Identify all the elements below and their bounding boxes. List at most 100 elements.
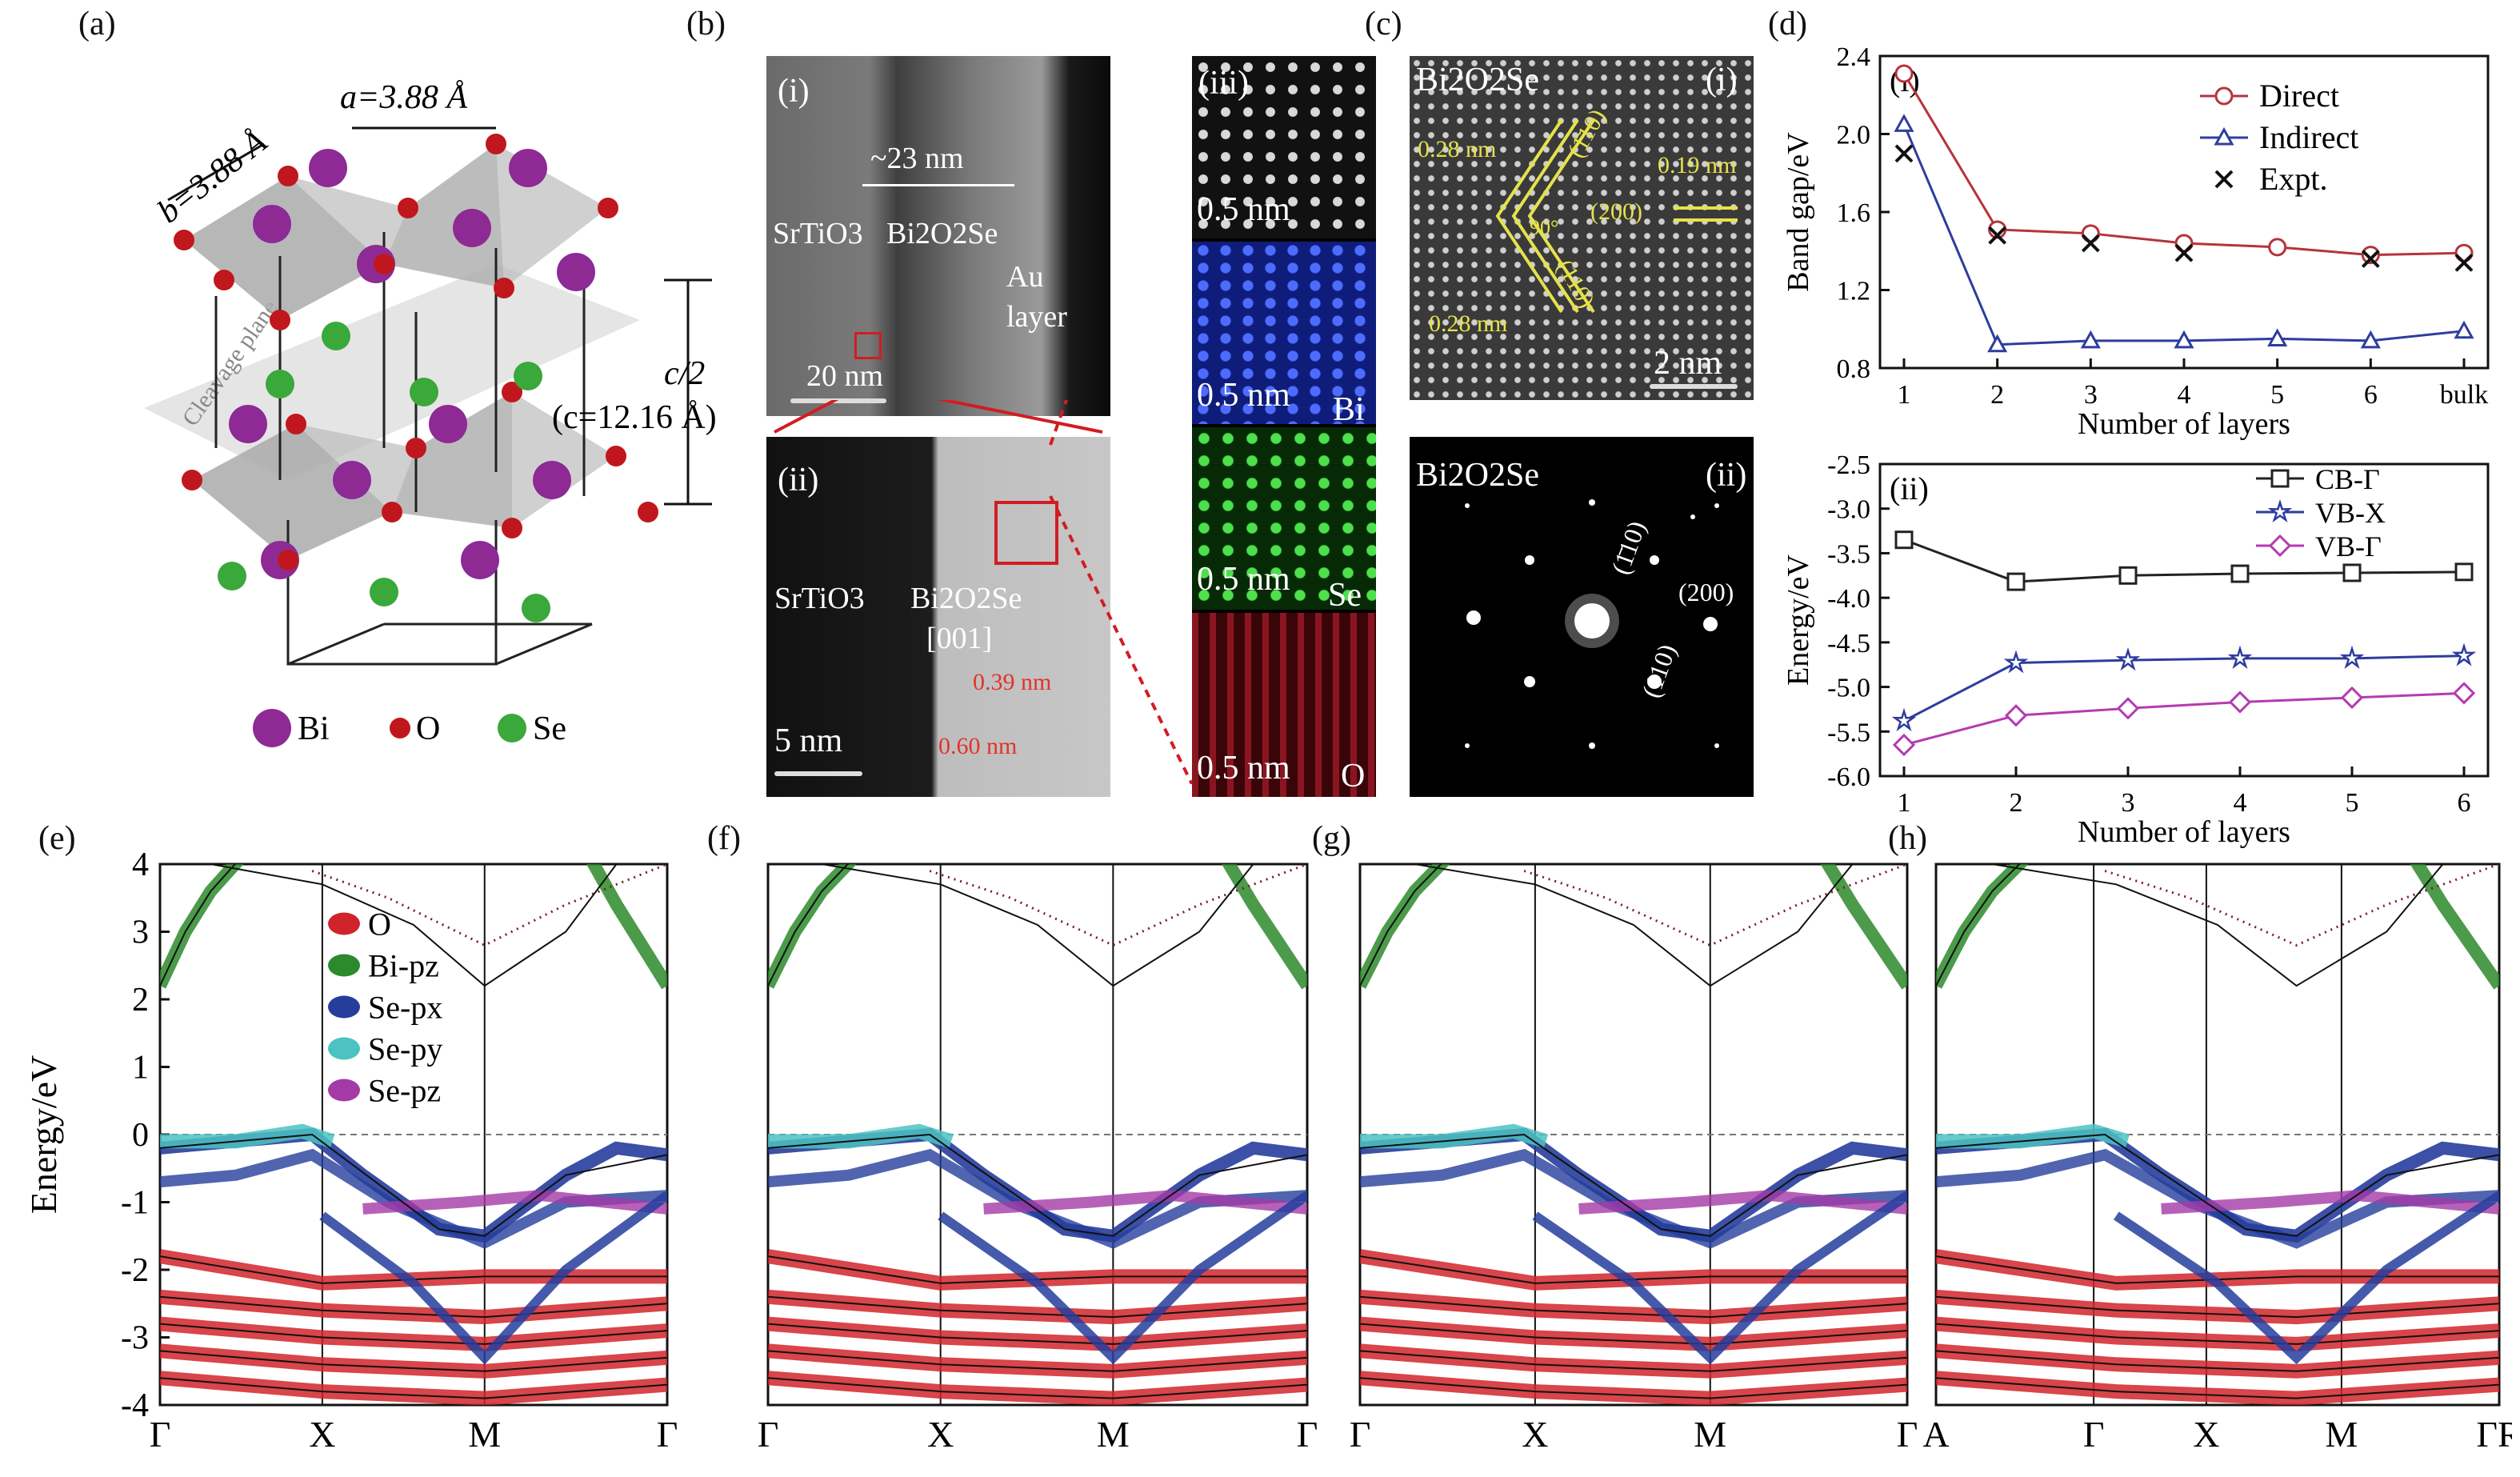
legend-marker	[2268, 534, 2292, 558]
band-legend-label: Se-pz	[368, 1073, 441, 1109]
data-point	[1891, 707, 1917, 731]
crystal-structure: Cleavage plane b=3.88 Å	[144, 79, 717, 747]
y-tick-label: -4.5	[1827, 629, 1870, 658]
tem-c-i-d2: 0.28 nm	[1429, 310, 1508, 337]
y-tick-label: -2	[121, 1252, 149, 1289]
tem-b-i: (i) ~23 nm SrTiO3 Bi2O2Se Au layer 20 nm	[766, 56, 1110, 416]
legend-marker	[2214, 170, 2234, 189]
k-label: Γ	[1350, 1414, 1371, 1455]
band-legend-label: Se-py	[368, 1031, 442, 1067]
series-line	[1903, 654, 2465, 722]
data-point	[2228, 690, 2252, 714]
data-point	[2006, 572, 2026, 591]
tem-b-ii: (ii) SrTiO3 Bi2O2Se [001] 0.39 nm 0.60 n…	[766, 437, 1110, 797]
data-point	[2360, 330, 2381, 349]
y-tick-label: 4	[132, 848, 149, 883]
data-point	[2174, 243, 2194, 262]
tem-b-ii-scale: 5 nm	[774, 722, 843, 759]
tem-c-ii: Bi2O2Se (ii) (1̄10) (200) (110)	[1410, 437, 1754, 797]
data-point	[2080, 330, 2101, 349]
tem-b-iii-scale-1: 0.5 nm	[1197, 191, 1290, 228]
data-point	[1894, 530, 1914, 550]
data-point	[2116, 697, 2140, 720]
plot-frame	[1878, 462, 2490, 778]
legend-label: Direct	[2259, 78, 2339, 114]
tem-c-i-title: Bi2O2Se	[1416, 62, 1540, 98]
x-axis-title: Number of layers	[2078, 815, 2290, 849]
tem-b-ii-left: SrTiO3	[774, 582, 865, 615]
data-point	[1894, 64, 1914, 83]
legend-marker	[2267, 498, 2293, 523]
c-full-label: (c=12.16 Å)	[552, 399, 717, 436]
k-label: Γ	[2083, 1414, 2105, 1455]
x-tick-label: 6	[2364, 380, 2378, 410]
data-point	[2340, 686, 2364, 710]
legend-label: CB-Γ	[2315, 463, 2380, 495]
legend-label: VB-X	[2315, 497, 2386, 529]
chart-band-edges: -6.0 -5.5 -5.0 -4.5 -4.0 -3.5 -3.0 -2.5 1 2 3 4 5 6 Nu…	[1782, 450, 2490, 849]
y-tick-label: 2	[132, 982, 149, 1019]
tem-c-i-scale: 2 nm	[1654, 345, 1722, 382]
tem-b-iii: (iii) 0.5 nm 0.5 nm Bi 0.5 nm Se 0.5 nm …	[1192, 56, 1376, 797]
data-point	[2174, 330, 2194, 349]
data-point	[2454, 253, 2474, 272]
x-tick-label: 2	[1990, 380, 2004, 410]
data-point	[2361, 250, 2380, 268]
tem-b-iii-se: Se	[1328, 577, 1362, 614]
data-point	[2361, 246, 2380, 265]
tem-c-i-d3: 0.19 nm	[1658, 152, 1737, 178]
band-legend-marker	[328, 995, 360, 1019]
legend-marker	[2214, 126, 2234, 146]
data-point	[1987, 334, 2008, 353]
tem-b-iii-scale-3: 0.5 nm	[1197, 561, 1290, 598]
panel-label-c: (c)	[1365, 6, 1402, 42]
x-tick-label: 4	[2234, 788, 2247, 818]
legend-label: Indirect	[2259, 119, 2358, 155]
x-tick-label: bulk	[2440, 380, 2488, 410]
tem-b-ii-mid: Bi2O2Se	[910, 582, 1022, 615]
y-tick-label: -1	[121, 1185, 149, 1222]
series-1	[1894, 114, 2474, 353]
tem-b-i-left: SrTiO3	[773, 217, 863, 250]
band-curves	[768, 864, 1307, 1405]
y-tick-label: 2.4	[1837, 42, 1871, 72]
panel-label-h: (h)	[1888, 820, 1927, 857]
y-tick-label: -3.0	[1827, 495, 1870, 525]
band-legend-marker	[328, 1037, 360, 1060]
tem-b-i-mid: Bi2O2Se	[886, 217, 998, 250]
data-point	[2454, 320, 2474, 339]
y-tick-label: -4.0	[1827, 584, 1870, 614]
x-tick-label: 4	[2178, 380, 2191, 410]
tem-b-ii-d2: 0.60 nm	[938, 733, 1018, 759]
sub-label: (ii)	[1890, 470, 1929, 506]
series-2	[1892, 682, 2476, 757]
c-half-label: c/2	[664, 355, 705, 392]
tem-b-i-scale: 20 nm	[806, 359, 884, 393]
data-point	[2454, 562, 2474, 582]
y-tick-label: 1.2	[1837, 277, 1871, 306]
k-label: M	[468, 1414, 501, 1455]
lattice-a-label: a=3.88 Å	[340, 79, 467, 116]
y-tick-label: 2.0	[1837, 121, 1871, 150]
legend-se: Se	[533, 710, 566, 747]
legend-label: VB-Γ	[2315, 530, 2382, 562]
band-structure-e: Γ X M Γ 4 3 2 1 0 -1 -2 -3 -4 Energy/eV O Bi-pz Se-px Se-…	[24, 848, 678, 1455]
k-label: ΓR	[2476, 1414, 2512, 1455]
y-tick-label: 0	[132, 1117, 149, 1154]
band-structure-h: A Γ X M ΓR	[1922, 863, 2512, 1455]
k-label: X	[927, 1414, 954, 1455]
plot-frame	[1878, 54, 2490, 370]
y-tick-label: -4	[121, 1387, 149, 1424]
tem-c-ii-p2: (200)	[1678, 578, 1734, 606]
legend-marker	[2270, 469, 2290, 488]
x-tick-label: 6	[2458, 788, 2471, 818]
tem-b-iii-scale-2: 0.5 nm	[1197, 377, 1290, 414]
data-point	[1892, 733, 1916, 757]
series-line	[1903, 691, 2465, 747]
data-point	[2339, 645, 2365, 669]
legend-label: Expt.	[2259, 161, 2328, 197]
panel-label-d: (d)	[1768, 6, 1807, 42]
legend-o: O	[416, 710, 440, 747]
series-0	[1894, 64, 2474, 265]
